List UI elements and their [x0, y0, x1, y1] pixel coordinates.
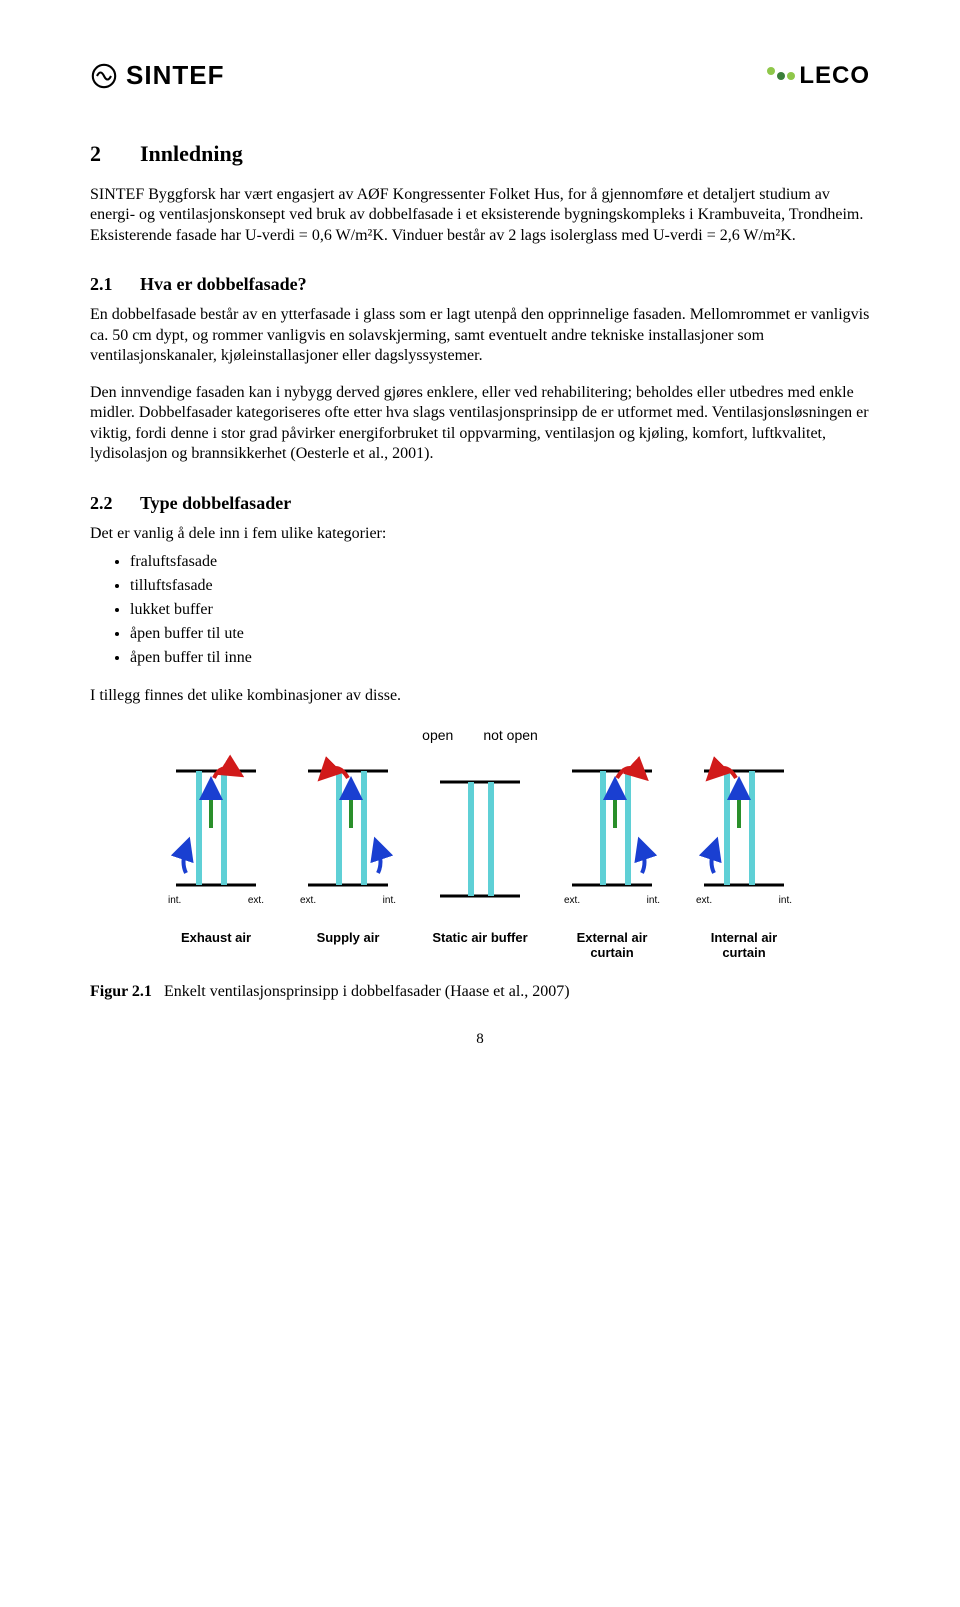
sintef-text: SINTEF: [126, 60, 224, 91]
label-ext: ext.: [564, 895, 580, 906]
section-number: 2: [90, 141, 140, 167]
subsection-2-1-number: 2.1: [90, 274, 140, 295]
section-title-text: Innledning: [140, 141, 243, 166]
figure-top-labels: open not open: [160, 727, 800, 743]
caption-internal: Internal air curtain: [688, 930, 800, 961]
diagram-static: [424, 764, 536, 906]
figure-diagrams-row: int. ext.: [160, 753, 800, 906]
intro-paragraph: SINTEF Byggforsk har vært engasjert av A…: [90, 185, 870, 246]
sub1-p1: En dobbelfasade består av en ytterfasade…: [90, 305, 870, 366]
list-item: tilluftsfasade: [130, 574, 870, 598]
label-int: int.: [779, 895, 792, 906]
sintef-icon: [90, 62, 118, 90]
label-ext: ext.: [300, 895, 316, 906]
list-item: lukket buffer: [130, 598, 870, 622]
diagram-supply: ext. int.: [292, 753, 404, 906]
label-int: int.: [383, 895, 396, 906]
leco-dot-1: [767, 67, 775, 75]
sub2-lead: Det er vanlig å dele inn i fem ulike kat…: [90, 524, 870, 544]
label-open: open: [422, 727, 453, 743]
diagram-external-curtain: ext. int.: [556, 753, 668, 906]
caption-static: Static air buffer: [424, 930, 536, 961]
caption-supply: Supply air: [292, 930, 404, 961]
subsection-2-2-title: Type dobbelfasader: [140, 493, 291, 513]
figure-caption: Figur 2.1 Enkelt ventilasjonsprinsipp i …: [90, 983, 870, 1001]
sub2-trail: I tillegg finnes det ulike kombinasjoner…: [90, 686, 870, 706]
figure-number: Figur 2.1: [90, 983, 152, 1000]
label-ext: ext.: [248, 895, 264, 906]
label-int: int.: [168, 895, 181, 906]
label-int: int.: [647, 895, 660, 906]
figure-caption-text: Enkelt ventilasjonsprinsipp i dobbelfasa…: [164, 983, 570, 1000]
list-item: åpen buffer til ute: [130, 622, 870, 646]
caption-external: External air curtain: [556, 930, 668, 961]
page-number: 8: [90, 1031, 870, 1048]
subsection-2-2-number: 2.2: [90, 493, 140, 514]
label-ext: ext.: [696, 895, 712, 906]
diagram-internal-curtain: ext. int.: [688, 753, 800, 906]
section-heading: 2Innledning: [90, 141, 870, 167]
page-header: SINTEF LECO: [90, 60, 870, 91]
subsection-2-2: 2.2Type dobbelfasader: [90, 493, 870, 514]
leco-dot-3: [787, 72, 795, 80]
subsection-2-1: 2.1Hva er dobbelfasade?: [90, 274, 870, 295]
subsection-2-1-title: Hva er dobbelfasade?: [140, 274, 307, 294]
diagram-exhaust: int. ext.: [160, 753, 272, 906]
sintef-logo: SINTEF: [90, 60, 224, 91]
figure-bottom-labels: Exhaust air Supply air Static air buffer…: [160, 930, 800, 961]
leco-dot-2: [777, 72, 785, 80]
label-not-open: not open: [483, 727, 538, 743]
list-item: fraluftsfasade: [130, 550, 870, 574]
caption-exhaust: Exhaust air: [160, 930, 272, 961]
leco-logo: LECO: [767, 62, 870, 90]
leco-text: LECO: [799, 62, 870, 90]
list-item: åpen buffer til inne: [130, 646, 870, 670]
figure-2-1: open not open: [160, 727, 800, 961]
category-list: fraluftsfasade tilluftsfasade lukket buf…: [130, 550, 870, 670]
sub1-p2: Den innvendige fasaden kan i nybygg derv…: [90, 383, 870, 465]
